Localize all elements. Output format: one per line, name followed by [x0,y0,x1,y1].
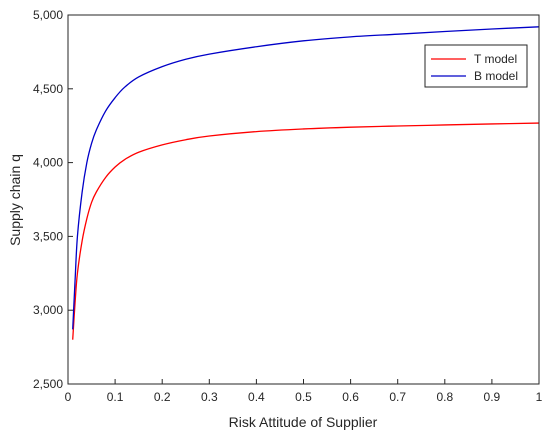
y-tick-label: 3,500 [33,229,63,243]
x-tick-label: 0.4 [248,390,265,404]
x-tick-label: 0 [65,390,72,404]
x-tick-label: 0.8 [436,390,453,404]
series-line-b-model [72,26,540,330]
x-tick-label: 0.3 [201,390,218,404]
x-axis: 0 0.1 0.2 0.3 0.4 0.5 0.6 0.7 0.8 0.9 1 [65,379,543,404]
legend-box [424,44,528,88]
y-tick-label: 4,500 [33,82,63,96]
legend: T model B model [424,44,528,88]
x-tick-label: 0.1 [107,390,124,404]
x-axis-label: Risk Attitude of Supplier [229,414,378,430]
x-tick-label: 0.7 [389,390,406,404]
x-tick-label: 0.9 [484,390,501,404]
x-tick-label: 0.2 [154,390,171,404]
y-tick-label: 5,000 [33,8,63,22]
y-axis: 2,500 3,000 3,500 4,000 4,500 5,000 [33,8,73,391]
y-tick-label: 2,500 [33,377,63,391]
y-axis-label: Supply chain q [7,154,23,246]
x-tick-label: 0.6 [342,390,359,404]
legend-label-b-model: B model [474,69,518,83]
y-tick-label: 4,000 [33,156,63,170]
y-tick-label: 3,000 [33,303,63,317]
x-tick-label: 1 [536,390,543,404]
series-layer [72,26,540,340]
x-tick-label: 0.5 [295,390,312,404]
legend-label-t-model: T model [474,52,517,66]
series-line-t-model [72,122,540,340]
